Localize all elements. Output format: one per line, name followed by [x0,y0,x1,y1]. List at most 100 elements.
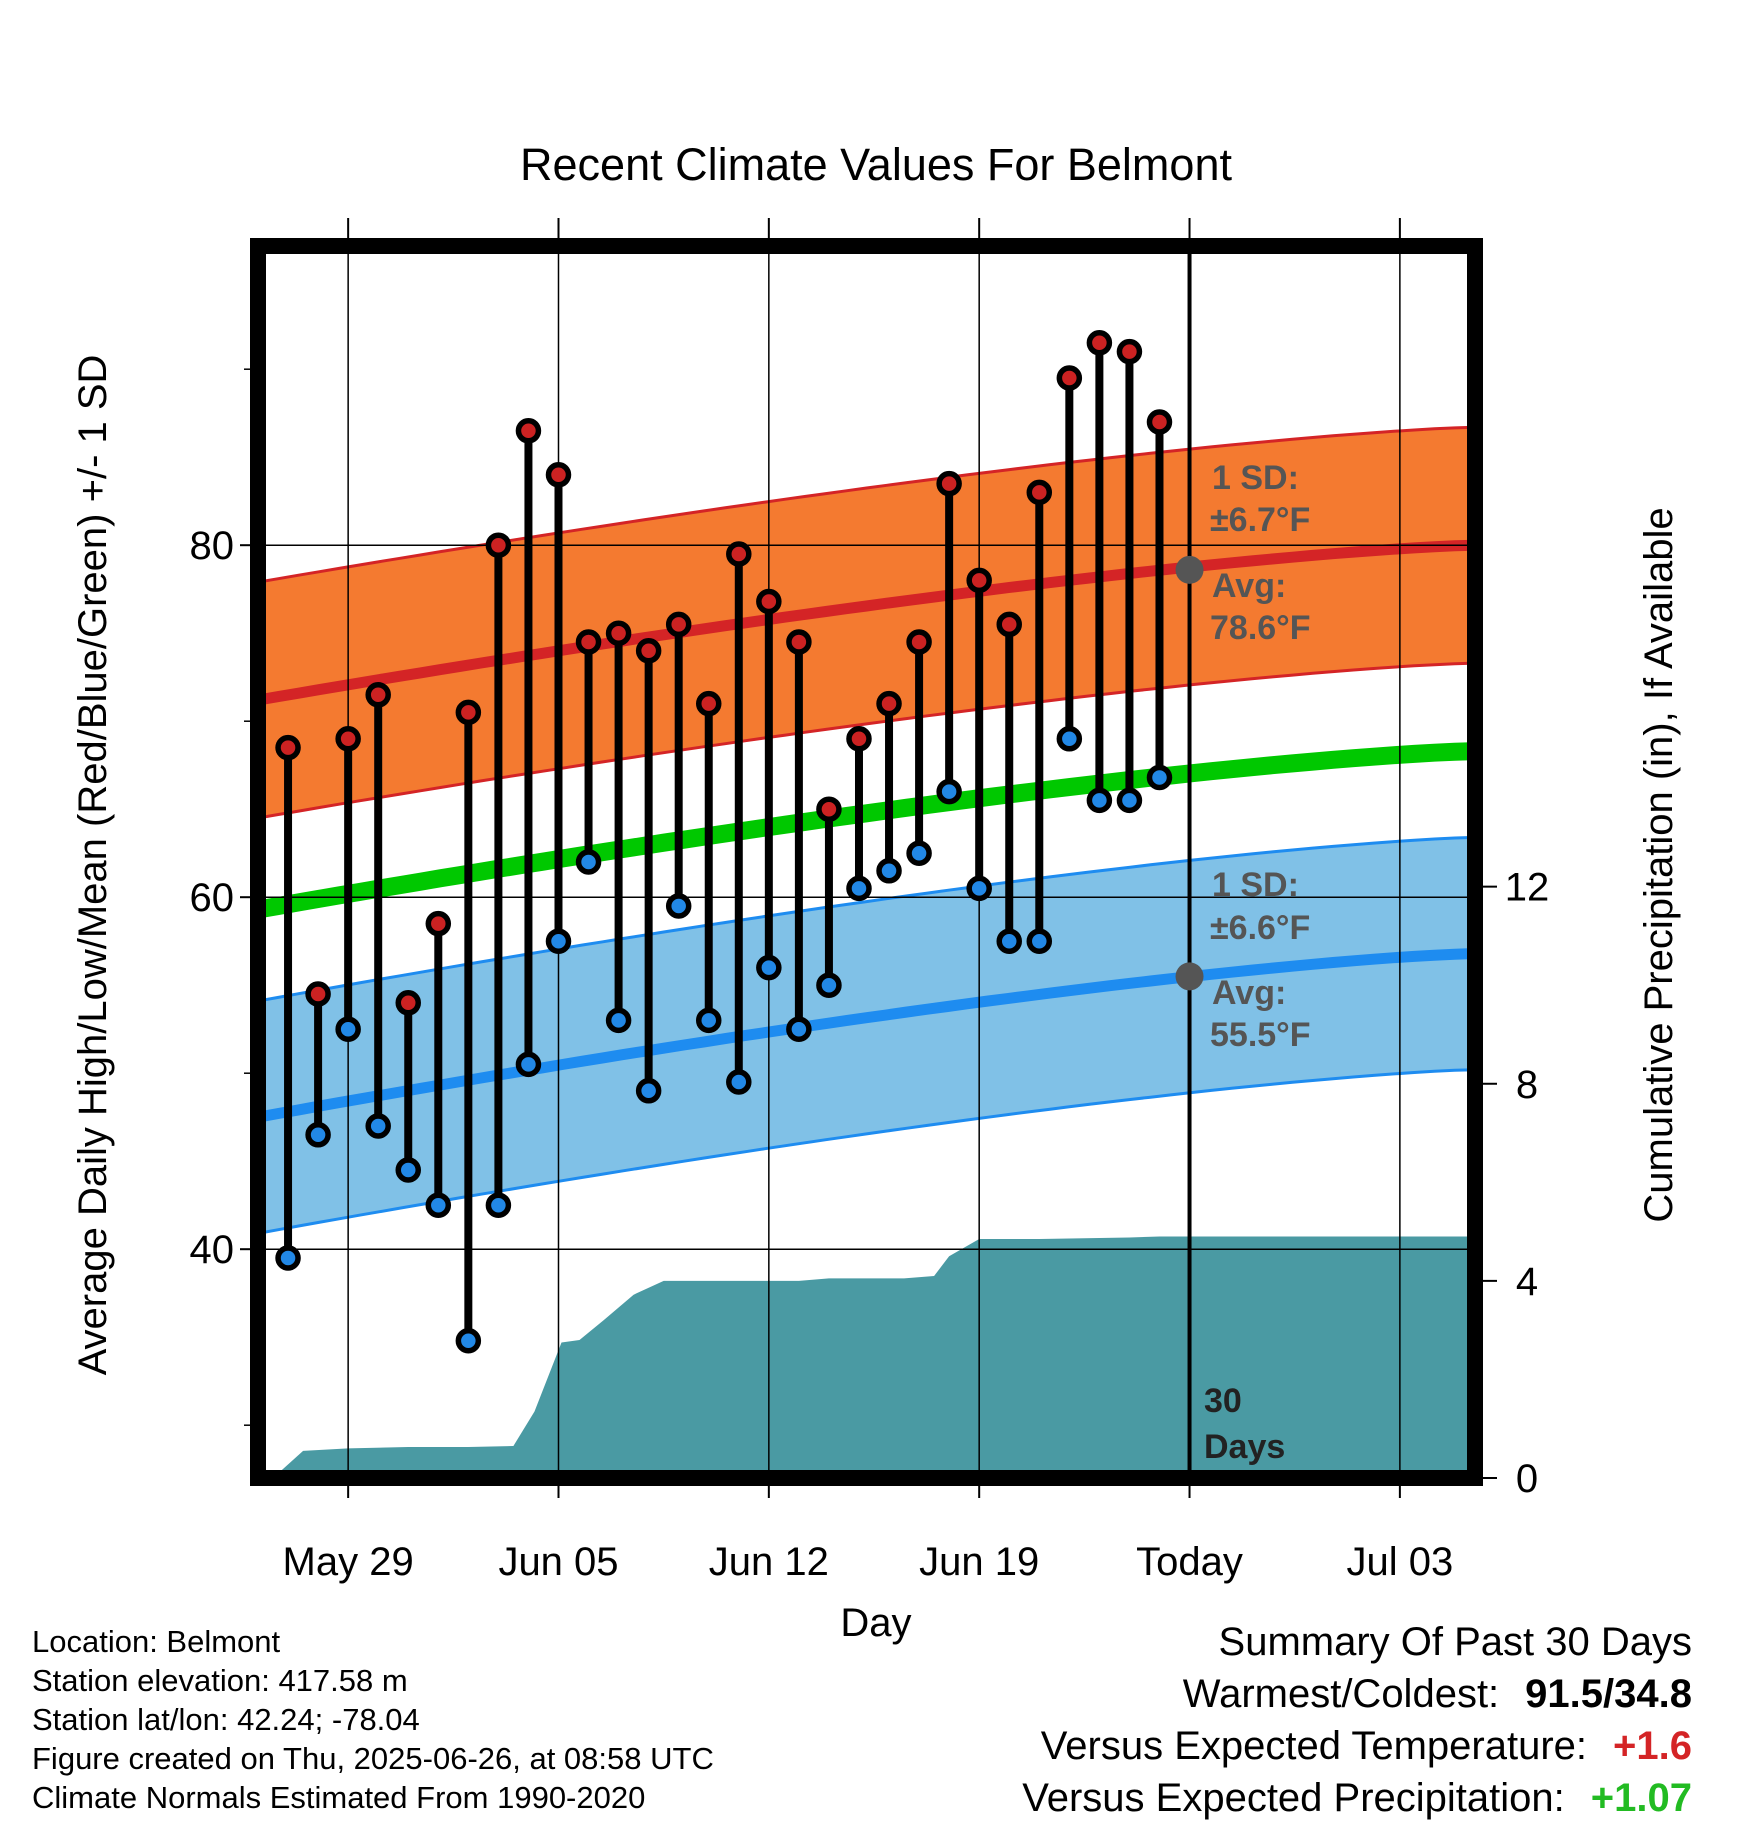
daily-low-point [756,954,782,981]
x-tick-label: Jun 19 [919,1540,1039,1584]
daily-high-point [1026,479,1053,506]
footer-normals: Climate Normals Estimated From 1990-2020 [32,1780,646,1815]
daily-high-point [665,611,692,638]
daily-low-point [906,840,932,866]
daily-high-point [575,629,602,655]
low-band-lower-edge [258,1068,1475,1235]
daily-low-point [545,928,572,954]
temp-delta-value: +1.6 [1613,1724,1692,1768]
today-avg-low-marker [1175,962,1204,991]
daily-high-point [635,638,662,664]
daily-low-point [876,858,902,884]
normal-mean-line [258,742,1475,919]
footer-location: Location: Belmont [32,1624,281,1659]
summary-heading: Summary Of Past 30 Days [1218,1620,1692,1664]
y-left-tick-label: 80 [190,524,235,568]
y-right-tick-label: 8 [1516,1063,1538,1107]
low-band-avg-label: Avg: [1212,974,1286,1012]
daily-low-point [846,875,872,902]
daily-low-point [1026,928,1053,954]
warm-cold-value: 91.5/34.8 [1525,1672,1692,1716]
x-tick-label: Today [1136,1540,1243,1584]
x-tick-label: Jun 12 [709,1540,829,1584]
daily-low-point [335,1016,361,1042]
daily-high-point [966,567,992,594]
daily-high-point [425,910,452,937]
daily-low-point [786,1016,812,1042]
today-avg-high-marker [1175,555,1204,584]
daily-high-point [756,588,782,615]
high-band-sd-label: 1 SD: [1212,459,1299,497]
cumulative-precip-area [273,1236,1475,1478]
daily-high-point [545,462,572,488]
high-band-avg-value: 78.6°F [1210,609,1311,647]
today-days-label-word: Days [1204,1428,1285,1466]
right-axis-label: Cumulative Precipitation (in), If Availa… [1637,507,1681,1222]
plot-interior [258,246,1475,1478]
y-right-tick-label: 12 [1505,866,1550,910]
daily-low-point [365,1113,391,1139]
daily-low-point [425,1192,452,1218]
left-axis-label: Average Daily High/Low/Mean (Red/Blue/Gr… [71,355,115,1376]
daily-high-point [936,470,962,497]
normal-low-line [258,948,1475,1123]
daily-low-point [575,849,602,875]
daily-high-point [335,726,361,752]
daily-low-point [1116,787,1143,814]
daily-high-point [695,690,722,717]
high-band-upper-edge [258,425,1475,584]
today-days-label-number: 30 [1204,1382,1242,1420]
daily-high-point [605,620,632,646]
x-axis-label: Day [840,1601,911,1645]
low-band-sd-label: 1 SD: [1212,866,1299,904]
low-band-avg-value: 55.5°F [1210,1016,1311,1054]
daily-low-point [816,972,842,998]
daily-low-point [1086,787,1113,814]
plot-area: 40 60 80 0 4 8 12 May 29 Jun 05 Jun 12 Jun 19 Today… [190,218,1550,1584]
precip-delta-label: Versus Expected Precipitation: [1022,1776,1565,1820]
y-left-tick-label: 60 [190,876,235,920]
temp-delta-label: Versus Expected Temperature: [1040,1724,1588,1768]
daily-low-point [996,928,1022,954]
x-tick-label: Jun 05 [498,1540,618,1584]
daily-high-point [1056,365,1083,391]
daily-low-point [455,1327,482,1354]
low-band-sd-value: ±6.6°F [1210,909,1310,947]
daily-high-point [996,611,1022,638]
chart-title: Recent Climate Values For Belmont [520,139,1232,190]
daily-high-point [726,541,752,567]
daily-low-point [395,1157,421,1183]
daily-low-point [515,1051,542,1078]
high-band-sd-value: ±6.7°F [1210,501,1310,539]
plot-frame [250,238,1483,1486]
daily-high-point [906,629,932,655]
daily-high-point [485,532,512,558]
y-right-tick-label: 0 [1516,1457,1538,1501]
daily-low-point [966,875,992,902]
daily-high-point [816,796,842,822]
daily-low-point [665,893,692,919]
x-tick-label: Jul 03 [1347,1540,1454,1584]
low-band-upper-edge [258,835,1475,1003]
y-right-tick-label: 4 [1516,1260,1538,1304]
summary-temp-row: Versus Expected Temperature: +1.6 [1022,1720,1692,1772]
daily-high-point [275,734,301,761]
daily-high-point [395,990,421,1016]
daily-low-point [726,1069,752,1095]
y-left-tick-label: 40 [190,1228,235,1272]
warm-cold-label: Warmest/Coldest: [1182,1672,1500,1716]
daily-high-point [1146,409,1173,435]
footer-elevation: Station elevation: 417.58 m [32,1663,408,1698]
daily-low-point [695,1007,722,1034]
daily-high-point [305,981,331,1007]
daily-low-point [635,1078,662,1104]
daily-low-point [485,1192,512,1218]
normal-high-line [258,539,1475,706]
high-band-lower-edge [258,661,1475,820]
daily-high-point [876,690,902,717]
footer-created: Figure created on Thu, 2025-06-26, at 08… [32,1741,714,1776]
daily-low-point [1146,764,1173,791]
daily-high-point [1116,338,1143,365]
daily-high-point [846,726,872,752]
